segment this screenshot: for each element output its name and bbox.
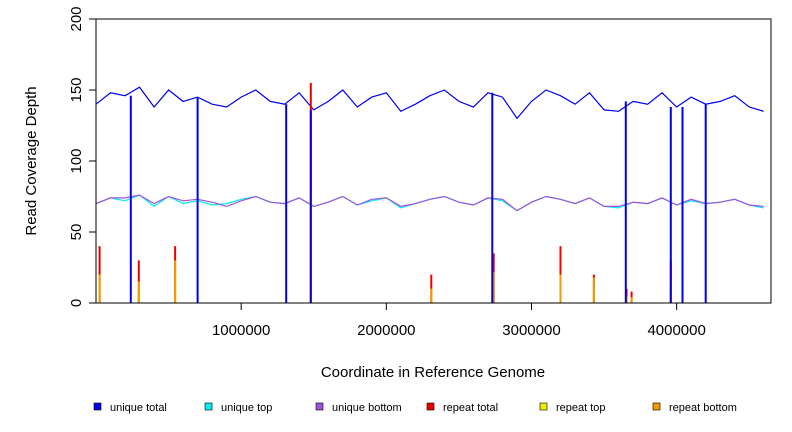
plot-series xyxy=(95,82,764,303)
legend-swatch xyxy=(426,402,435,411)
legend-swatch xyxy=(652,402,661,411)
legend: unique total unique top unique bottom repea… xyxy=(93,402,737,414)
legend-swatch xyxy=(539,402,548,411)
x-axis: 1000000 2000000 3000000 4000000 xyxy=(212,302,706,339)
x-tick-label: 4000000 xyxy=(647,322,705,339)
x-axis-title: Coordinate in Reference Genome xyxy=(321,364,545,381)
legend-label: unique top xyxy=(221,402,272,414)
x-tick-label: 1000000 xyxy=(212,322,270,339)
series-unique-top-line xyxy=(95,194,764,212)
y-tick-label: 150 xyxy=(68,77,85,102)
legend-label: repeat bottom xyxy=(669,402,737,414)
legend-label: unique total xyxy=(110,402,167,414)
series-unique-bottom-line xyxy=(95,194,764,212)
legend-swatch xyxy=(315,402,324,411)
legend-label: repeat top xyxy=(556,402,606,414)
series-unique-total-line xyxy=(95,86,764,120)
x-tick-label: 3000000 xyxy=(502,322,560,339)
y-axis-title: Read Coverage Depth xyxy=(23,86,40,235)
legend-swatch xyxy=(93,402,102,411)
legend-label: repeat total xyxy=(443,402,498,414)
y-axis: 0 50 100 150 200 xyxy=(68,6,97,307)
legend-swatch xyxy=(204,402,213,411)
legend-label: unique bottom xyxy=(332,402,402,414)
y-tick-label: 200 xyxy=(68,6,85,31)
y-tick-label: 50 xyxy=(68,224,85,241)
x-tick-label: 2000000 xyxy=(357,322,415,339)
y-tick-label: 0 xyxy=(68,299,85,307)
y-tick-label: 100 xyxy=(68,148,85,173)
